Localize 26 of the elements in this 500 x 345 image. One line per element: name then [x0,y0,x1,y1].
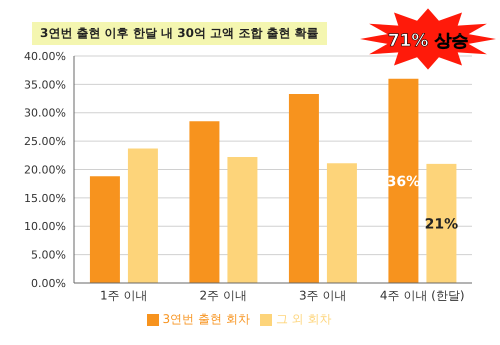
x-tick-label: 1주 이내 [100,288,148,303]
legend-label: 그 외 회차 [276,312,332,326]
text: 71% 상승 [388,31,468,51]
y-tick-label: 40.00% [24,50,66,63]
chart-title: 3연번 출현 이후 한달 내 30억 고액 조합 출현 확률 [32,22,327,45]
bar [426,164,456,283]
y-tick-label: 30.00% [24,106,66,120]
bar [128,148,158,283]
bar [189,121,220,283]
bar [227,157,258,283]
x-tick-label: 4주 이내 (한달) [380,288,465,303]
bar [90,176,120,283]
bar [288,94,319,283]
y-tick-label: 25.00% [24,135,66,148]
bar [326,163,357,283]
y-tick-label: 5.00% [31,248,66,262]
y-tick-label: 20.00% [24,163,66,176]
y-tick-label: 10.00% [24,220,66,234]
legend-label: 3연번 출현 회차 [162,312,250,326]
bar [388,78,418,283]
y-tick-label: 35.00% [24,78,66,92]
x-tick-label: 3주 이내 [299,288,346,303]
x-tick-label: 2주 이내 [200,288,247,303]
data-label: 21% [424,216,458,232]
y-tick-label: 0.00% [31,276,66,290]
y-tick-label: 15.00% [24,192,66,205]
